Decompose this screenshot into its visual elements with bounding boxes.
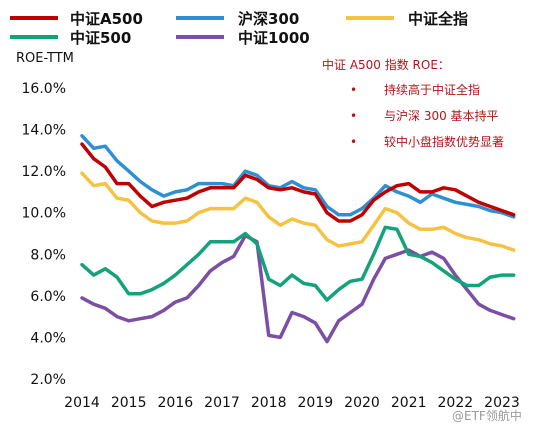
x-axis: 2014 2015 2016 2017 2018 2019 2020 2021 2022 2023 [64, 395, 520, 411]
annotation: 中证 A500 指数 ROE： • 持续高于中证全指 • 与沪深 300 基本持… [322, 57, 504, 149]
series-line-hs300 [80, 134, 516, 219]
annotation-item-1: 持续高于中证全指 [384, 82, 480, 97]
y-tick-label: 4.0% [30, 330, 66, 346]
x-tick-label: 2022 [438, 395, 474, 411]
x-tick-label: 2015 [111, 395, 147, 411]
legend-label-csi1000: 中证1000 [238, 29, 310, 47]
annotation-bullet-2: • [350, 109, 357, 123]
plot-area [80, 134, 516, 344]
legend: 中证A500 沪深300 中证全指 中证500 中证1000 [10, 10, 468, 47]
y-tick-label: 16.0% [22, 81, 66, 97]
watermark: @ETF领航中 [452, 408, 522, 423]
x-tick-label: 2017 [204, 395, 240, 411]
y-tick-label: 8.0% [30, 247, 66, 263]
x-tick-label: 2021 [391, 395, 427, 411]
series-line-csi1000 [80, 233, 516, 344]
x-tick-label: 2023 [484, 395, 520, 411]
x-tick-label: 2020 [344, 395, 380, 411]
series-line-a500 [80, 142, 516, 223]
annotation-title: 中证 A500 指数 ROE： [322, 57, 450, 72]
y-axis: 2.0% 4.0% 6.0% 8.0% 10.0% 12.0% 14.0% 16.0% [22, 81, 66, 388]
y-tick-label: 14.0% [22, 123, 66, 139]
x-tick-label: 2014 [64, 395, 100, 411]
annotation-item-3: 较中小盘指数优势显著 [384, 134, 504, 149]
legend-label-csi-all: 中证全指 [408, 10, 468, 28]
y-tick-label: 12.0% [22, 164, 66, 180]
annotation-item-2: 与沪深 300 基本持平 [384, 108, 499, 123]
legend-label-csi500: 中证500 [70, 29, 131, 47]
legend-label-a500: 中证A500 [70, 10, 143, 28]
y-axis-label: ROE-TTM [16, 51, 74, 66]
y-tick-label: 10.0% [22, 206, 66, 222]
annotation-bullet-1: • [350, 83, 357, 97]
series-line-csi-all [80, 171, 516, 252]
x-tick-label: 2018 [251, 395, 287, 411]
x-tick-label: 2016 [158, 395, 194, 411]
legend-label-hs300: 沪深300 [238, 10, 299, 28]
series-line-csi500 [80, 225, 516, 302]
annotation-bullet-3: • [350, 135, 357, 149]
y-tick-label: 2.0% [30, 372, 66, 388]
y-tick-label: 6.0% [30, 289, 66, 305]
x-tick-label: 2019 [298, 395, 334, 411]
